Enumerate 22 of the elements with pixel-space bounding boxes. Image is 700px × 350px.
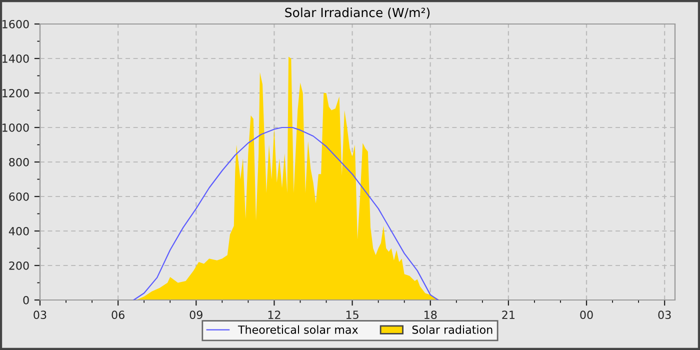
- y-tick-label: 1400: [2, 54, 29, 63]
- y-tick-label: 1600: [2, 20, 29, 28]
- y-tick-label: 400: [8, 226, 29, 236]
- line-series: [133, 126, 439, 300]
- legend-label: Theoretical solar max: [238, 325, 358, 334]
- x-tick-label: 06: [112, 310, 124, 320]
- x-tick-label: 00: [580, 310, 593, 320]
- y-tick-label: 600: [9, 192, 29, 201]
- y-tick-label: 0: [23, 296, 29, 304]
- x-tick-label: 21: [502, 310, 514, 319]
- x-tick-label: 03: [34, 310, 46, 320]
- x-tick-label: 18: [424, 310, 437, 320]
- x-tick-label: 09: [190, 310, 202, 320]
- chart-title: Solar Irradiance (W/m²): [285, 8, 430, 19]
- x-tick-label: 15: [346, 310, 358, 320]
- y-tick-label: 200: [9, 261, 29, 270]
- y-tick-label: 800: [9, 158, 29, 166]
- y-tick-label: 1200: [2, 88, 29, 98]
- x-tick-label: 12: [268, 310, 280, 319]
- x-tick-label: 03: [658, 310, 671, 320]
- y-tick-label: 1000: [2, 123, 29, 132]
- legend-label: Solar radiation: [412, 325, 492, 334]
